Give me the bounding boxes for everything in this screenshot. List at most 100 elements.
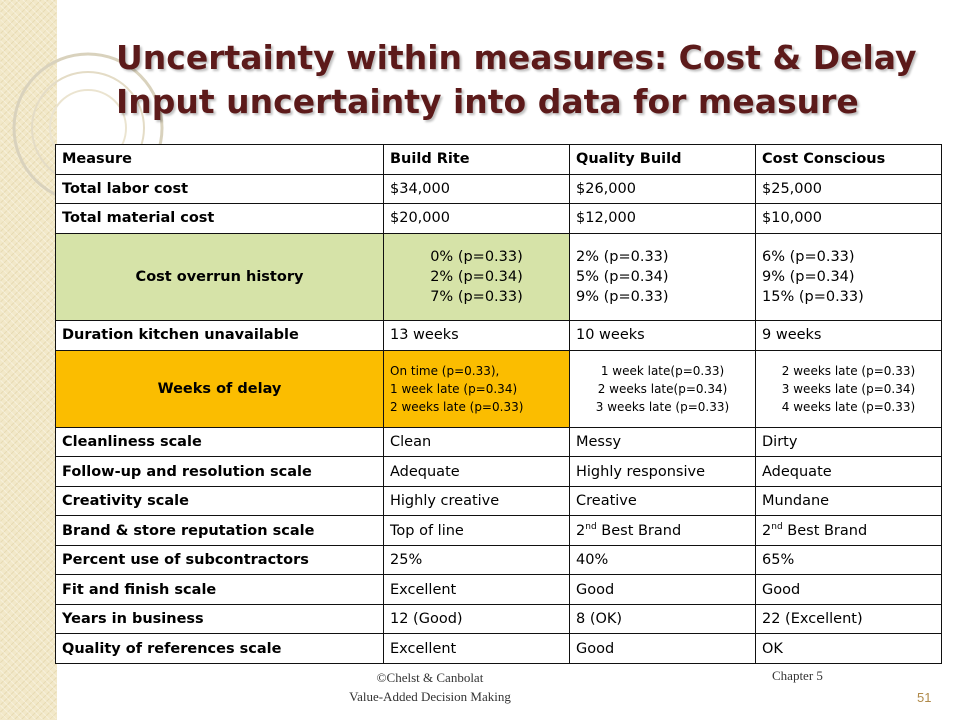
table-header-row: Measure Build Rite Quality Build Cost Co… [55, 144, 942, 175]
value-cell: Top of line [383, 515, 570, 546]
table-row-cost-overrun: Cost overrun history 0% (p=0.33) 2% (p=0… [55, 232, 942, 322]
ordinal-suffix: nd [585, 522, 597, 533]
value-cell: Adequate [383, 456, 570, 487]
line: 6% (p=0.33) [762, 248, 855, 265]
table-row: Percent use of subcontractors 25% 40% 65… [55, 544, 942, 576]
value-cell: 1 week late(p=0.33) 2 weeks late(p=0.34)… [569, 349, 756, 428]
header-cost-conscious: Cost Conscious [755, 144, 942, 175]
line: 3 weeks late (p=0.33) [595, 399, 730, 414]
value-cell: 40% [569, 544, 756, 576]
value-cell: 2% (p=0.33) 5% (p=0.34) 9% (p=0.33) [569, 232, 756, 322]
value-cell: OK [755, 633, 942, 664]
table-row: Total material cost $20,000 $12,000 $10,… [55, 203, 942, 234]
value-cell: Good [755, 574, 942, 605]
value-cell: 0% (p=0.33) 2% (p=0.34) 7% (p=0.33) [383, 232, 570, 322]
value-cell: 2 weeks late (p=0.33) 3 weeks late (p=0.… [755, 349, 942, 428]
line: 1 week late (p=0.34) [390, 381, 518, 396]
brand-text: Best Brand [596, 523, 682, 539]
measure-cell: Total material cost [55, 203, 384, 234]
value-cell: Highly creative [383, 485, 570, 517]
value-cell: Messy [569, 426, 756, 458]
value-cell: On time (p=0.33), 1 week late (p=0.34) 2… [383, 349, 570, 428]
line: 2 weeks late (p=0.33) [781, 363, 916, 378]
footer-book-title: Value-Added Decision Making [349, 689, 511, 704]
line: 4 weeks late (p=0.33) [781, 399, 916, 414]
table-row: Years in business 12 (Good) 8 (OK) 22 (E… [55, 603, 942, 635]
title-line-2: Input uncertainty into data for measure [116, 82, 859, 121]
value-cell: Highly responsive [569, 456, 756, 487]
value-cell: Excellent [383, 574, 570, 605]
value-cell: 22 (Excellent) [755, 603, 942, 635]
measure-cell: Duration kitchen unavailable [55, 320, 384, 351]
ordinal-number: 2 [762, 523, 772, 539]
title-line-1: Uncertainty within measures: Cost & Dela… [116, 38, 917, 77]
value-cell: Good [569, 574, 756, 605]
page-number: 51 [917, 690, 932, 705]
measure-cell: Cleanliness scale [55, 426, 384, 458]
table-row: Fit and finish scale Excellent Good Good [55, 574, 942, 605]
decorative-left-band [0, 0, 57, 720]
value-cell: Creative [569, 485, 756, 517]
value-cell: Excellent [383, 633, 570, 664]
table-row: Brand & store reputation scale Top of li… [55, 515, 942, 546]
line: 1 week late(p=0.33) [600, 363, 725, 378]
slide-title: Uncertainty within measures: Cost & Dela… [116, 36, 936, 124]
header-measure: Measure [55, 144, 384, 175]
ordinal-suffix: nd [771, 522, 783, 533]
measure-cell: Quality of references scale [55, 633, 384, 664]
value-cell: $10,000 [755, 203, 942, 234]
value-cell: $34,000 [383, 173, 570, 204]
measures-table: Measure Build Rite Quality Build Cost Co… [55, 144, 942, 664]
value-cell: 2nd Best Brand [569, 515, 756, 546]
value-cell: Good [569, 633, 756, 664]
table-row: Follow-up and resolution scale Adequate … [55, 456, 942, 487]
table-row: Total labor cost $34,000 $26,000 $25,000 [55, 173, 942, 204]
line: 5% (p=0.34) [576, 268, 669, 285]
line: 2 weeks late (p=0.33) [390, 399, 524, 414]
value-cell: 8 (OK) [569, 603, 756, 635]
footer-chapter: Chapter 5 [772, 668, 823, 683]
line: 9% (p=0.33) [576, 288, 669, 305]
value-cell: Mundane [755, 485, 942, 517]
line: On time (p=0.33), [390, 363, 500, 378]
value-cell: 65% [755, 544, 942, 576]
value-cell: $26,000 [569, 173, 756, 204]
value-cell: Clean [383, 426, 570, 458]
measure-cell: Follow-up and resolution scale [55, 456, 384, 487]
measure-cell: Total labor cost [55, 173, 384, 204]
table-row-weeks-of-delay: Weeks of delay On time (p=0.33), 1 week … [55, 349, 942, 428]
value-cell: 9 weeks [755, 320, 942, 351]
line: 2% (p=0.33) [576, 248, 669, 265]
table-row: Duration kitchen unavailable 13 weeks 10… [55, 320, 942, 351]
footer-credits: ©Chelst & Canbolat Value-Added Decision … [300, 668, 560, 706]
line: 0% (p=0.33) [430, 248, 523, 265]
footer-copyright: ©Chelst & Canbolat [376, 670, 484, 685]
measure-cell: Creativity scale [55, 485, 384, 517]
line: 2 weeks late(p=0.34) [597, 381, 728, 396]
value-cell: 10 weeks [569, 320, 756, 351]
measure-cell: Percent use of subcontractors [55, 544, 384, 576]
value-cell: $25,000 [755, 173, 942, 204]
value-cell: Adequate [755, 456, 942, 487]
table-row: Quality of references scale Excellent Go… [55, 633, 942, 664]
value-cell: $20,000 [383, 203, 570, 234]
ordinal-number: 2 [576, 523, 586, 539]
table-row: Cleanliness scale Clean Messy Dirty [55, 426, 942, 458]
line: 7% (p=0.33) [430, 288, 523, 305]
header-build-rite: Build Rite [383, 144, 570, 175]
value-cell: 6% (p=0.33) 9% (p=0.34) 15% (p=0.33) [755, 232, 942, 322]
line: 15% (p=0.33) [762, 288, 864, 305]
brand-text: Best Brand [782, 523, 868, 539]
measure-cell: Years in business [55, 603, 384, 635]
line: 3 weeks late (p=0.34) [781, 381, 916, 396]
header-quality-build: Quality Build [569, 144, 756, 175]
value-cell: Dirty [755, 426, 942, 458]
line: 9% (p=0.34) [762, 268, 855, 285]
measure-cell: Fit and finish scale [55, 574, 384, 605]
value-cell: 12 (Good) [383, 603, 570, 635]
value-cell: 2nd Best Brand [755, 515, 942, 546]
line: 2% (p=0.34) [430, 268, 523, 285]
measure-cell: Brand & store reputation scale [55, 515, 384, 546]
table-row: Creativity scale Highly creative Creativ… [55, 485, 942, 517]
measure-cell: Weeks of delay [55, 349, 384, 428]
